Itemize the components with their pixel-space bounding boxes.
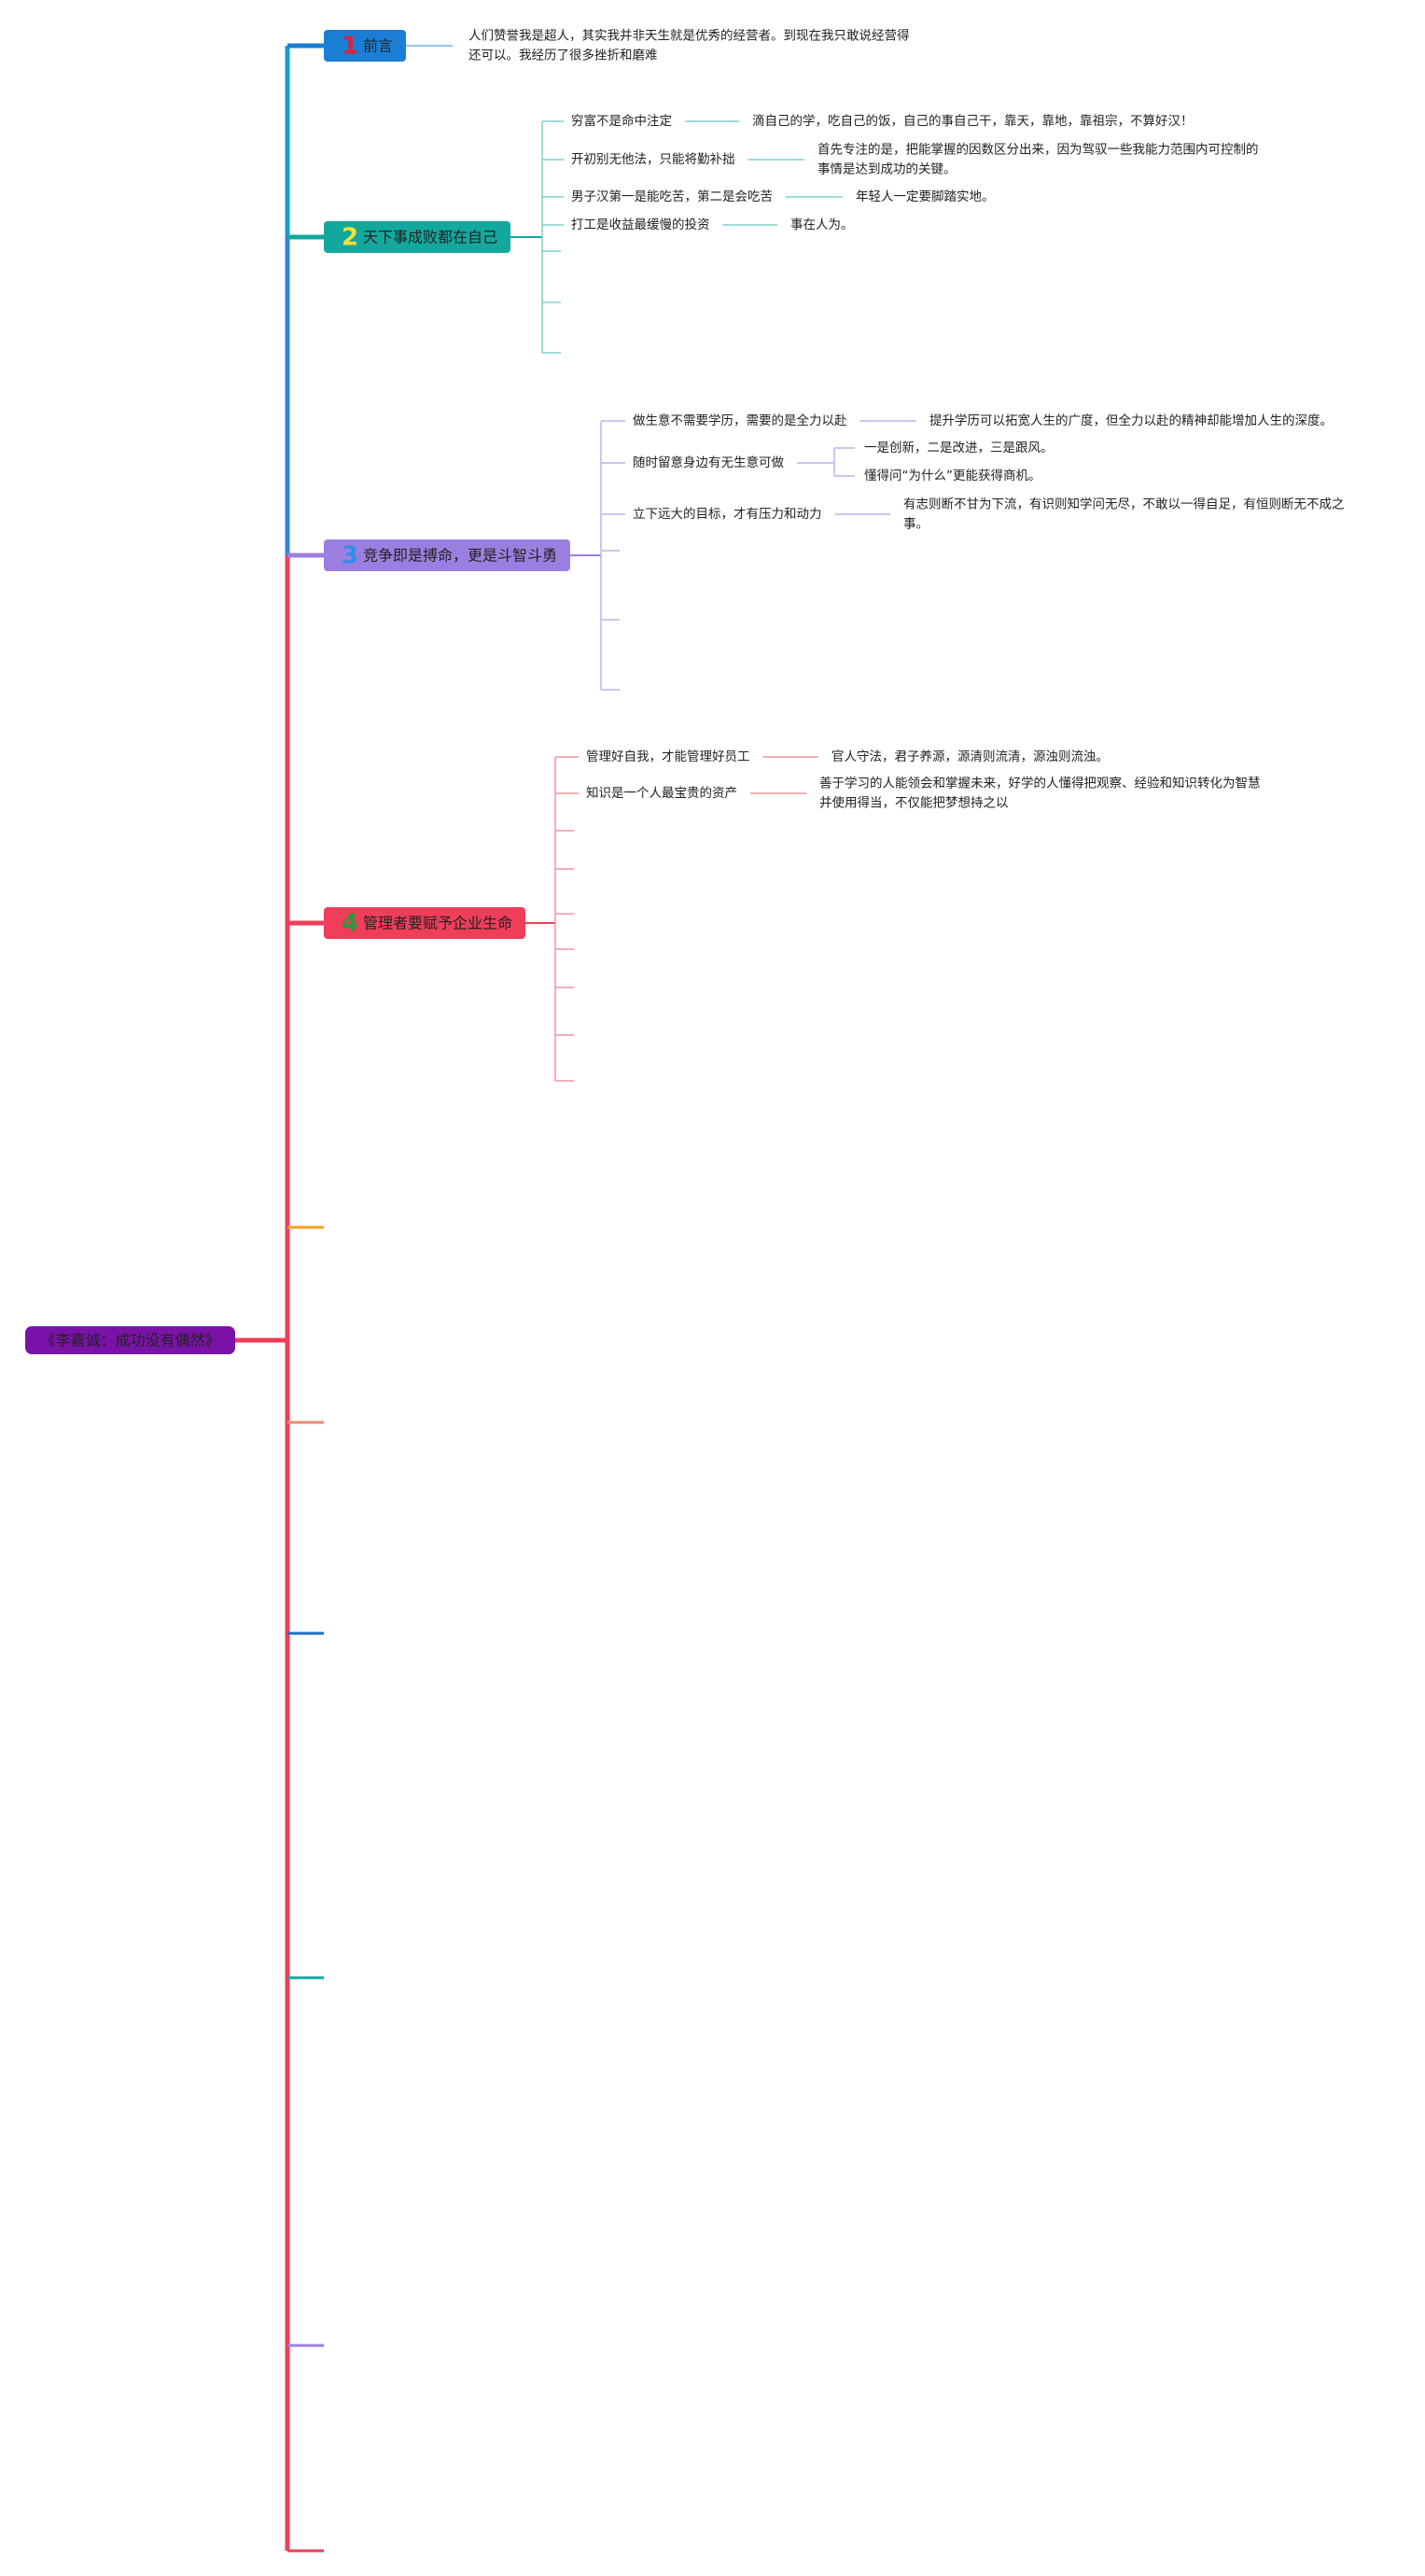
branch-box — [324, 30, 406, 62]
item-label: 穷富不是命中注定 — [571, 113, 672, 129]
branch-label: 管理者要赋予企业生命 — [363, 915, 512, 932]
branch-number: 4 — [342, 910, 358, 938]
child-text: 提升学历可以拓宽人生的广度，但全力以赴的精神却能增加人生的深度。 — [929, 413, 1333, 428]
item-label: 随时留意身边有无生意可做 — [633, 455, 784, 470]
child-text: 懂得问“为什么”更能获得商机。 — [864, 468, 1041, 483]
child-text: 事。 — [903, 517, 929, 532]
child-text: 并使用得当，不仅能把梦想持之以 — [819, 795, 1009, 811]
child-text: 首先专注的是，把能掌握的因数区分出来，因为驾驭一些我能力范围内可控制的 — [817, 143, 1259, 158]
item-label: 立下远大的目标，才有压力和动力 — [633, 507, 822, 522]
child-text: 还可以。我经历了很多挫折和磨难 — [468, 48, 658, 63]
item-label: 做生意不需要学历，需要的是全力以赴 — [633, 413, 847, 428]
branch-box — [324, 221, 510, 253]
branch-box — [324, 539, 570, 571]
item-label: 管理好自我，才能管理好员工 — [586, 749, 750, 764]
branch-label: 天下事成败都在自己 — [363, 229, 497, 246]
branch-number: 1 — [342, 33, 358, 61]
item-label: 开初别无他法，只能将勤补拙 — [571, 151, 735, 167]
item-label: 打工是收益最缓慢的投资 — [571, 217, 710, 232]
root-label: 《李嘉诚：成功没有偶然》 — [40, 1332, 219, 1350]
item-label: 男子汉第一是能吃苦，第二是会吃苦 — [571, 189, 773, 204]
child-text: 一是创新，二是改进，三是跟风。 — [864, 441, 1054, 455]
child-text: 官人守法，君子养源，源清则流清，源浊则流浊。 — [831, 749, 1109, 764]
child-text: 有志则断不甘为下流，有识则知学问无尽，不敢以一得自足，有恒则断无不成之 — [903, 497, 1345, 512]
branch-number: 3 — [342, 542, 358, 570]
branch-number: 2 — [342, 224, 358, 252]
branch-box — [324, 907, 525, 939]
branch-label: 竞争即是搏命，更是斗智斗勇 — [363, 547, 557, 565]
branch-label: 前言 — [363, 37, 393, 55]
child-text: 人们赞誉我是超人，其实我并非天生就是优秀的经营者。到现在我只敢说经营得 — [468, 28, 910, 44]
child-text: 事在人为。 — [790, 217, 854, 232]
child-text: 年轻人一定要脚踏实地。 — [856, 189, 995, 204]
root-box — [25, 1326, 235, 1354]
child-text: 善于学习的人能领会和掌握未来，好学的人懂得把观察、经验和知识转化为智慧 — [819, 776, 1261, 791]
item-label: 知识是一个人最宝贵的资产 — [586, 785, 737, 801]
child-text: 事情是达到成功的关键。 — [817, 162, 957, 177]
child-text: 滴自己的学，吃自己的饭，自己的事自己干，靠天，靠地，靠祖宗，不算好汉！ — [752, 113, 1194, 129]
